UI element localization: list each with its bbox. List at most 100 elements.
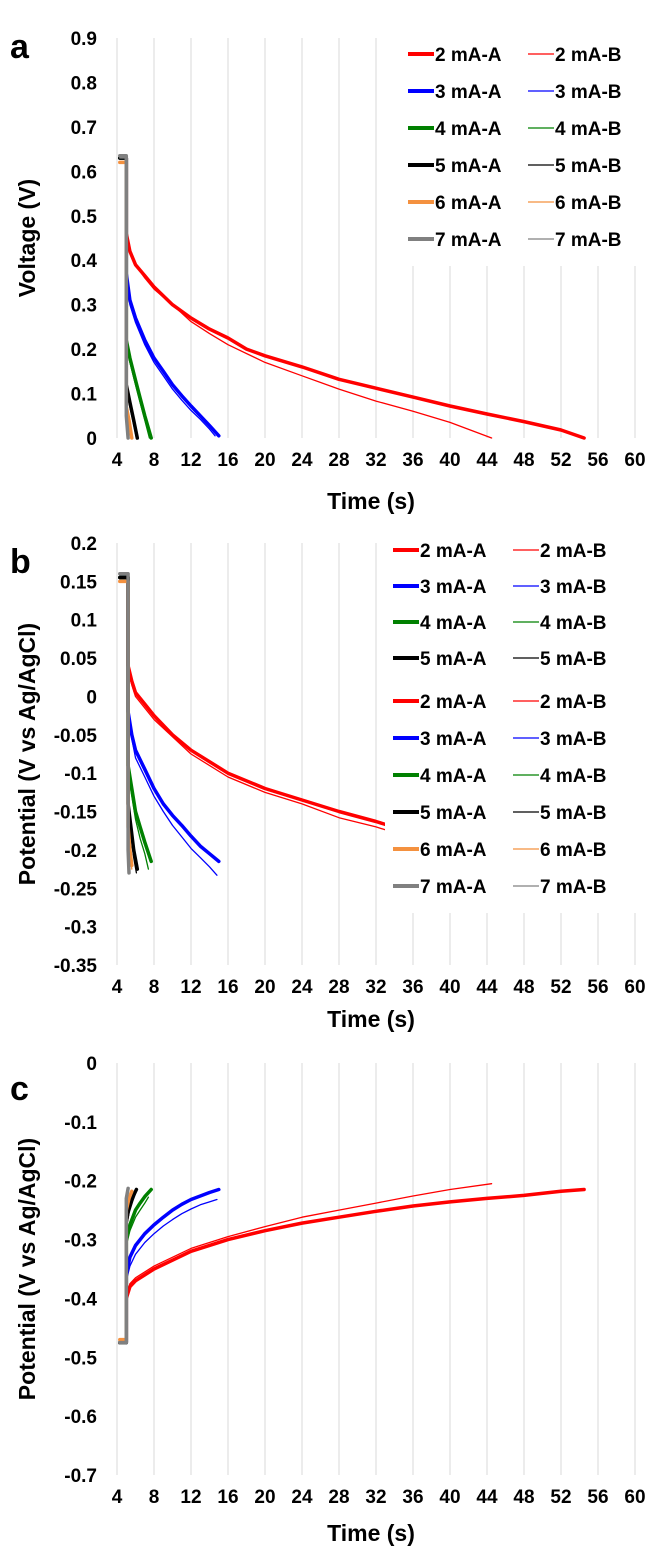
y-tick-label: -0.4 bbox=[64, 1289, 97, 1310]
x-tick-label: 56 bbox=[587, 977, 608, 998]
x-tick-label: 36 bbox=[402, 977, 423, 998]
x-tick-label: 20 bbox=[254, 977, 275, 998]
x-axis-label: Time (s) bbox=[327, 1006, 415, 1032]
y-tick-label: -0.7 bbox=[64, 1466, 97, 1487]
series-line bbox=[119, 157, 493, 439]
y-tick-label: 0 bbox=[86, 1054, 97, 1075]
legend-label: 6 mA-A bbox=[420, 840, 487, 861]
legend: 2 mA-A 2 mA-B 3 mA-A 3 mA-B 4 mA-A 4 mA-B 5 mA… bbox=[400, 36, 655, 266]
y-tick-label: 0 bbox=[86, 429, 97, 450]
x-tick-label: 48 bbox=[513, 1487, 534, 1508]
legend-label: 6 mA-B bbox=[540, 840, 607, 861]
x-axis-label: Time (s) bbox=[327, 488, 415, 514]
legend-background bbox=[385, 683, 650, 913]
legend-label: 3 mA-A bbox=[435, 82, 502, 103]
legend-label: 4 mA-A bbox=[435, 119, 502, 140]
x-tick-label: 36 bbox=[402, 1487, 423, 1508]
x-tick-label: 16 bbox=[217, 1487, 238, 1508]
legend-label: 5 mA-A bbox=[420, 649, 487, 670]
x-tick-label: 52 bbox=[550, 1487, 571, 1508]
y-tick-label: 0.9 bbox=[71, 29, 97, 50]
x-tick-label: 40 bbox=[439, 1487, 460, 1508]
series-line bbox=[119, 576, 218, 876]
y-tick-label: 0.5 bbox=[71, 207, 98, 228]
y-tick-label: -0.2 bbox=[64, 1172, 97, 1193]
y-axis-label: Potential (V vs Ag/AgCl) bbox=[14, 1138, 40, 1400]
y-tick-label: -0.3 bbox=[64, 1231, 97, 1252]
y-tick-label: -0.6 bbox=[64, 1407, 97, 1428]
x-tick-label: 24 bbox=[291, 450, 313, 471]
y-tick-label: 0.3 bbox=[71, 296, 97, 317]
legend-label: 7 mA-A bbox=[435, 230, 502, 251]
x-tick-label: 4 bbox=[112, 977, 123, 998]
x-tick-label: 60 bbox=[624, 450, 645, 471]
y-tick-label: 0.1 bbox=[71, 611, 98, 632]
x-tick-label: 48 bbox=[513, 450, 534, 471]
x-tick-label: 20 bbox=[254, 450, 275, 471]
legend-label: 3 mA-B bbox=[540, 577, 607, 598]
y-tick-label: 0.8 bbox=[71, 73, 97, 94]
x-tick-label: 28 bbox=[328, 1487, 349, 1508]
legend-label: 2 mA-B bbox=[540, 692, 607, 713]
x-tick-label: 4 bbox=[112, 450, 123, 471]
legend-label: 7 mA-B bbox=[555, 230, 622, 251]
y-tick-label: 0.1 bbox=[71, 385, 98, 406]
y-axis-label: Voltage (V) bbox=[14, 179, 40, 297]
x-axis-label: Time (s) bbox=[327, 1520, 415, 1546]
x-tick-label: 16 bbox=[217, 977, 238, 998]
series-line bbox=[118, 1187, 586, 1345]
y-tick-label: -0.15 bbox=[54, 803, 98, 824]
series-line bbox=[118, 575, 221, 864]
legend-label: 4 mA-A bbox=[420, 766, 487, 787]
y-tick-label: -0.05 bbox=[54, 726, 98, 747]
legend-label: 2 mA-A bbox=[420, 541, 487, 562]
legend-label: 3 mA-B bbox=[540, 729, 607, 750]
x-tick-label: 20 bbox=[254, 1487, 275, 1508]
legend-label: 3 mA-A bbox=[420, 577, 487, 598]
panel-label: b bbox=[10, 543, 31, 581]
legend-label: 3 mA-B bbox=[555, 82, 622, 103]
series-line bbox=[119, 1189, 129, 1344]
series-line bbox=[118, 1187, 153, 1345]
x-tick-label: 48 bbox=[513, 977, 534, 998]
x-tick-label: 12 bbox=[180, 977, 201, 998]
legend-label: 2 mA-A bbox=[420, 692, 487, 713]
x-tick-label: 8 bbox=[149, 977, 160, 998]
panel-label: c bbox=[10, 1070, 29, 1108]
x-tick-label: 24 bbox=[291, 1487, 313, 1508]
y-tick-label: -0.25 bbox=[54, 879, 98, 900]
legend-label: 5 mA-A bbox=[420, 803, 487, 824]
y-tick-label: 0.05 bbox=[60, 649, 97, 670]
series-line bbox=[119, 573, 130, 874]
legend-label: 2 mA-B bbox=[540, 541, 607, 562]
series-line bbox=[119, 157, 128, 439]
x-tick-label: 60 bbox=[624, 977, 645, 998]
series-line bbox=[119, 157, 216, 437]
x-tick-label: 36 bbox=[402, 450, 423, 471]
y-tick-label: 0.4 bbox=[71, 251, 98, 272]
panel-c: c 4 8 12 16 20 24 28 32 36 40 44 48 52 56 60-0.7-0.6-0… bbox=[10, 683, 650, 1546]
x-tick-label: 4 bbox=[112, 1487, 123, 1508]
legend-label: 3 mA-A bbox=[420, 729, 487, 750]
x-tick-label: 28 bbox=[328, 450, 349, 471]
y-tick-label: -0.3 bbox=[64, 918, 97, 939]
y-axis-label: Potential (V vs Ag/AgCl) bbox=[14, 623, 40, 885]
legend-label: 6 mA-A bbox=[435, 193, 502, 214]
y-tick-label: 0.2 bbox=[71, 534, 97, 555]
x-tick-label: 40 bbox=[439, 450, 460, 471]
y-tick-label: 0.15 bbox=[60, 572, 97, 593]
legend-label: 7 mA-A bbox=[420, 877, 487, 898]
x-tick-label: 56 bbox=[587, 1487, 608, 1508]
legend-label: 5 mA-B bbox=[540, 649, 607, 670]
legend-label: 4 mA-B bbox=[555, 119, 622, 140]
series-line bbox=[118, 156, 153, 440]
series-line bbox=[119, 1196, 150, 1344]
y-tick-label: -0.35 bbox=[54, 956, 98, 977]
legend-label: 4 mA-B bbox=[540, 613, 607, 634]
x-tick-label: 12 bbox=[180, 1487, 201, 1508]
y-tick-label: 0.2 bbox=[71, 340, 97, 361]
x-tick-label: 8 bbox=[149, 1487, 160, 1508]
x-tick-label: 32 bbox=[365, 977, 386, 998]
series-line bbox=[119, 576, 150, 870]
y-tick-label: 0.6 bbox=[71, 162, 97, 183]
